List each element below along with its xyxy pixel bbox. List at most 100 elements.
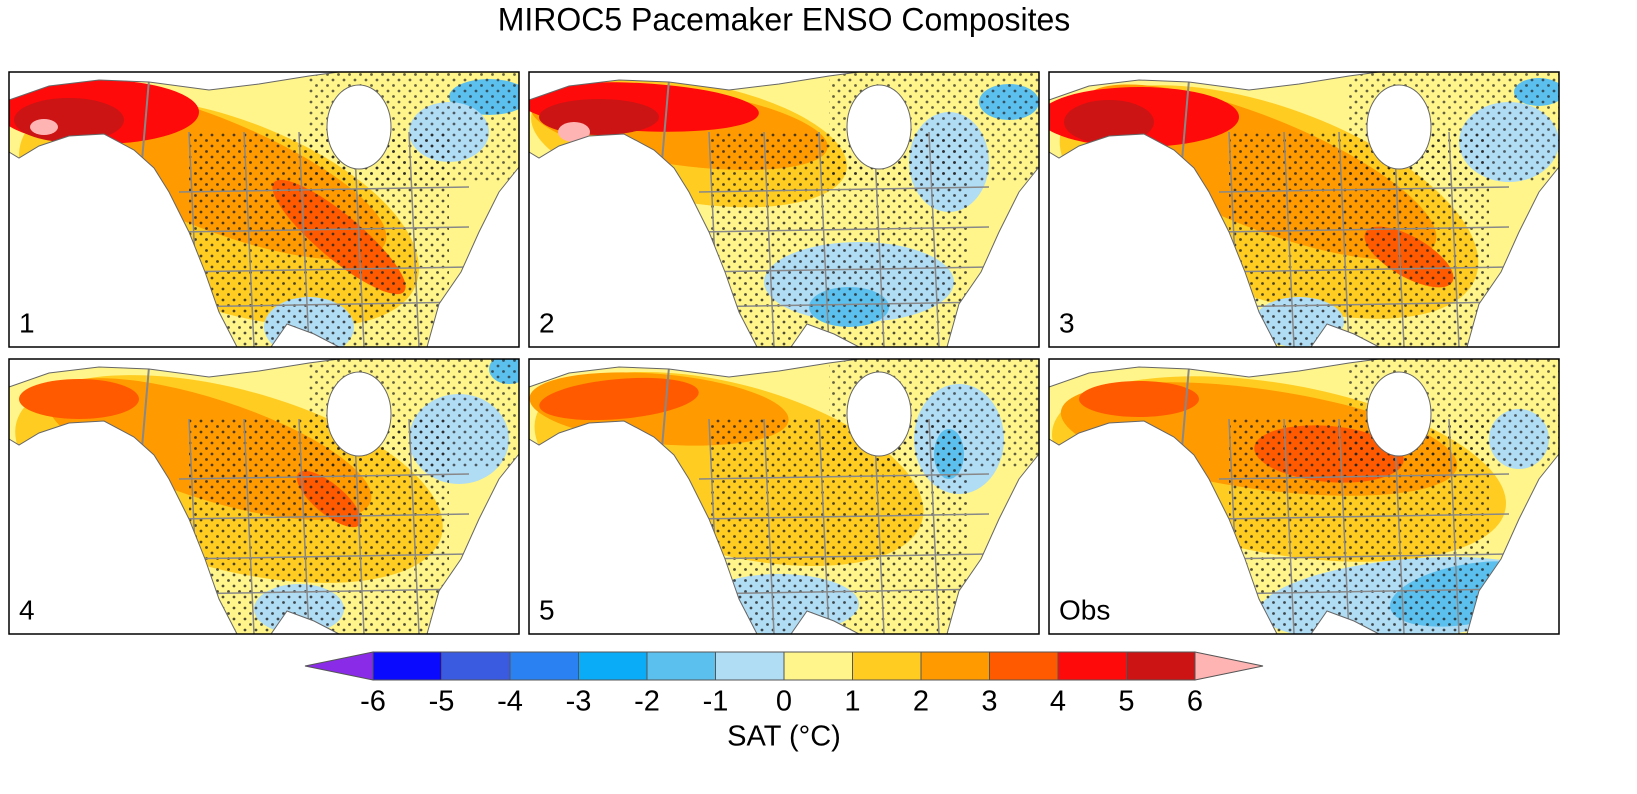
panel-label: 4	[19, 594, 35, 625]
panel-frame	[1048, 358, 1560, 635]
state-border	[243, 131, 255, 347]
state-border	[178, 266, 470, 273]
map-panel: 5	[528, 358, 1040, 635]
colorbar-segment	[372, 651, 442, 681]
temperature-region	[19, 379, 139, 419]
state-border	[1338, 418, 1350, 634]
panel-frame	[528, 71, 1040, 348]
panel-label: 3	[1059, 307, 1075, 338]
border	[660, 366, 670, 460]
state-border	[178, 513, 470, 520]
state-border	[1218, 588, 1510, 595]
state-border	[178, 588, 470, 595]
panel-frame	[528, 358, 1040, 635]
colorbar-tick-label: -2	[634, 686, 660, 718]
map-panels: 1 2 3 4 5 Obs	[8, 71, 1560, 635]
state-border	[298, 131, 310, 347]
coastline	[1048, 71, 1560, 348]
state-border	[1338, 131, 1350, 347]
state-border	[1283, 131, 1295, 347]
state-border	[408, 131, 420, 347]
colorbar-segment	[852, 651, 922, 681]
state-border	[178, 226, 470, 233]
hudson-bay	[1366, 371, 1432, 457]
panel-frame	[1048, 71, 1560, 348]
temperature-region	[1064, 100, 1154, 144]
colorbar-tick-label: 5	[1118, 686, 1134, 718]
state-border	[1218, 226, 1510, 233]
state-border	[928, 418, 940, 634]
temperature-region	[539, 99, 659, 135]
colorbar-segment	[441, 651, 511, 681]
colorbar-under	[304, 651, 374, 681]
state-border	[698, 473, 990, 480]
panel-label: Obs	[1059, 594, 1110, 625]
coastline	[528, 71, 1040, 348]
hudson-bay	[846, 84, 912, 170]
colorbar-tick-label: -1	[703, 686, 729, 718]
border	[140, 366, 150, 460]
state-border	[408, 418, 420, 634]
state-border	[298, 418, 310, 634]
state-border	[763, 418, 775, 634]
map-panel: 4	[8, 358, 520, 635]
state-border	[818, 131, 830, 347]
colorbar-tick-label: -4	[497, 686, 523, 718]
colorbar-label: SAT (°C)	[727, 721, 841, 753]
state-border	[178, 186, 470, 193]
colorbar-segment	[989, 651, 1059, 681]
coastline	[528, 358, 1040, 635]
panel-label: 2	[539, 307, 555, 338]
colorbar-over	[1194, 651, 1264, 681]
colorbar-tick-label: 1	[844, 686, 860, 718]
state-border	[698, 553, 990, 560]
state-border	[818, 418, 830, 634]
border	[1180, 366, 1190, 460]
border	[140, 79, 150, 173]
coastline	[1048, 358, 1560, 635]
colorbar: -6 -5 -4 -3 -2 -1 0 1 2 3 4 5 6	[304, 651, 1264, 718]
state-border	[1218, 513, 1510, 520]
state-border	[1218, 473, 1510, 480]
map-panel: Obs	[1048, 358, 1560, 635]
temperature-region	[1079, 381, 1199, 417]
state-border	[928, 131, 940, 347]
map-panel: 3	[1048, 71, 1560, 348]
state-border	[178, 473, 470, 480]
state-border	[698, 226, 990, 233]
temperature-region	[539, 377, 699, 421]
colorbar-segment	[646, 651, 716, 681]
hudson-bay	[326, 371, 392, 457]
state-border	[698, 186, 990, 193]
colorbar-tick-label: 4	[1050, 686, 1066, 718]
hudson-bay	[1366, 84, 1432, 170]
state-border	[763, 131, 775, 347]
state-border	[243, 418, 255, 634]
state-border	[698, 266, 990, 273]
colorbar-segment	[578, 651, 648, 681]
colorbar-segment	[783, 651, 853, 681]
colorbar-tick-label: 3	[981, 686, 997, 718]
state-border	[1218, 186, 1510, 193]
colorbar-segment	[920, 651, 990, 681]
hudson-bay	[326, 84, 392, 170]
colorbar-tick-label: 6	[1187, 686, 1203, 718]
map-panel: 2	[528, 71, 1040, 348]
colorbar-segment	[1126, 651, 1196, 681]
panel-label: 5	[539, 594, 555, 625]
colorbar-tick-label: -6	[360, 686, 386, 718]
state-border	[1218, 301, 1510, 308]
border	[660, 79, 670, 173]
state-border	[1218, 553, 1510, 560]
panel-label: 1	[19, 307, 35, 338]
state-border	[698, 513, 990, 520]
temperature-region	[30, 119, 58, 135]
state-border	[1448, 131, 1460, 347]
hudson-bay	[846, 371, 912, 457]
border	[1180, 79, 1190, 173]
state-border	[178, 553, 470, 560]
state-border	[698, 588, 990, 595]
colorbar-tick-label: -3	[566, 686, 592, 718]
coastline	[8, 358, 520, 635]
